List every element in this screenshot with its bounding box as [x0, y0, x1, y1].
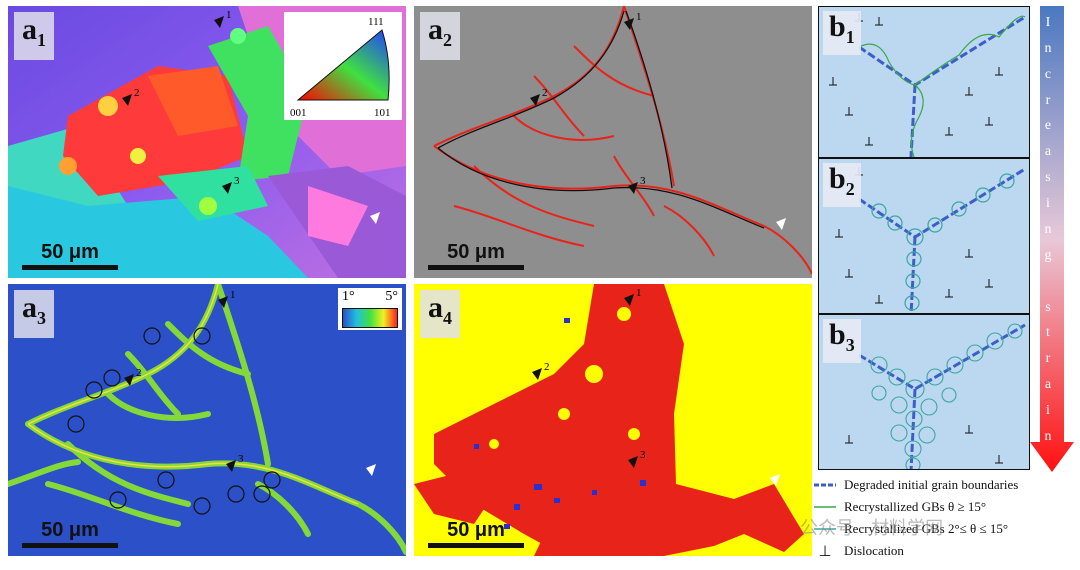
marker-2: 2 — [136, 367, 142, 379]
kam-colorbar: 1° 5° — [338, 288, 402, 330]
panel-label-a1: a1 — [14, 12, 54, 60]
strain-arrow-letter: t — [1046, 325, 1050, 341]
legend-item-lagb: Recrystallized GBs 2°≤ θ ≤ 15° — [814, 521, 1009, 536]
panel-label-a2: a2 — [420, 12, 460, 60]
triangle-label-111: 111 — [368, 16, 384, 28]
panel-label-a3: a3 — [14, 290, 54, 338]
boundary-map: 1 2 3 — [414, 6, 812, 278]
legend-item-dislocation: ⊥ Dislocation — [814, 540, 1044, 562]
strain-arrow-letter: g — [1044, 247, 1052, 263]
marker-3: 3 — [238, 453, 244, 465]
marker-1: 1 — [226, 9, 232, 21]
colorbar-max: 5° — [385, 289, 398, 304]
panel-a4: 1 2 3 a4 50 μm — [414, 284, 812, 556]
scale-bar-a4: 50 μm — [428, 519, 524, 548]
triangle-label-101: 101 — [374, 107, 391, 119]
strain-arrow-letter: i — [1046, 403, 1050, 419]
schematic-b1 — [829, 13, 1026, 157]
panel-b2: b2 — [818, 158, 1030, 314]
strain-arrow-letter — [1046, 274, 1050, 290]
strain-arrow-letter: n — [1044, 428, 1052, 444]
panel-label-b3: b3 — [823, 319, 861, 363]
marker-3: 3 — [640, 175, 646, 187]
marker-2: 2 — [134, 87, 140, 99]
marker-1: 1 — [636, 11, 642, 23]
strain-arrow-letter: c — [1044, 66, 1052, 82]
strain-arrow-letter: n — [1044, 221, 1052, 237]
strain-arrow-letter: e — [1044, 118, 1052, 134]
strain-arrow-letter: I — [1045, 14, 1051, 30]
strain-arrow-letter: s — [1045, 170, 1051, 186]
strain-arrow-letter: i — [1046, 196, 1050, 212]
strain-arrow-letter: s — [1045, 299, 1051, 315]
recrystallization-map: 1 2 3 — [414, 284, 812, 556]
strain-arrow-letter: r — [1045, 92, 1051, 108]
marker-3: 3 — [640, 449, 646, 461]
legend: Degraded initial grain boundaries Recrys… — [814, 474, 1044, 562]
strain-arrow-letter: n — [1044, 40, 1052, 56]
strain-arrow — [1030, 6, 1074, 472]
panel-a1: a1 111 001 101 1 2 3 50 μm — [8, 6, 406, 278]
strain-arrow-letter: a — [1044, 144, 1052, 160]
panel-label-a4: a4 — [420, 290, 460, 338]
panel-a3: 1 2 3 a3 1° 5° 50 μm — [8, 284, 406, 556]
panel-b1: b1 — [818, 6, 1030, 158]
schematic-b3 — [845, 323, 1026, 469]
scale-bar-a2: 50 μm — [428, 241, 524, 270]
dislocation-icon: ⊥ — [818, 543, 832, 560]
panel-b3: b3 — [818, 314, 1030, 470]
triangle-label-001: 001 — [290, 107, 307, 119]
strain-arrow-letter: r — [1045, 351, 1051, 367]
marker-2: 2 — [544, 361, 550, 373]
ipf-triangle-key: 111 001 101 — [284, 12, 402, 120]
scale-bar-a1: 50 μm — [22, 241, 118, 270]
marker-1: 1 — [636, 287, 642, 299]
marker-1: 1 — [230, 289, 236, 301]
watermark: 公众号 · 材料学网 — [800, 518, 944, 539]
scale-bar-a3: 50 μm — [22, 519, 118, 548]
marker-3: 3 — [234, 175, 240, 187]
colorbar-min: 1° — [342, 289, 355, 304]
legend-item-degraded: Degraded initial grain boundaries — [814, 477, 1019, 492]
panel-a2: 1 2 3 a2 50 μm — [414, 6, 812, 278]
markers-a1: 1 2 3 — [122, 9, 380, 224]
marker-2: 2 — [542, 87, 548, 99]
legend-item-hagb: Recrystallized GBs θ ≥ 15° — [814, 499, 987, 514]
panel-label-b2: b2 — [823, 163, 861, 207]
strain-arrow-letter: a — [1044, 377, 1052, 393]
panel-label-b1: b1 — [823, 11, 861, 55]
